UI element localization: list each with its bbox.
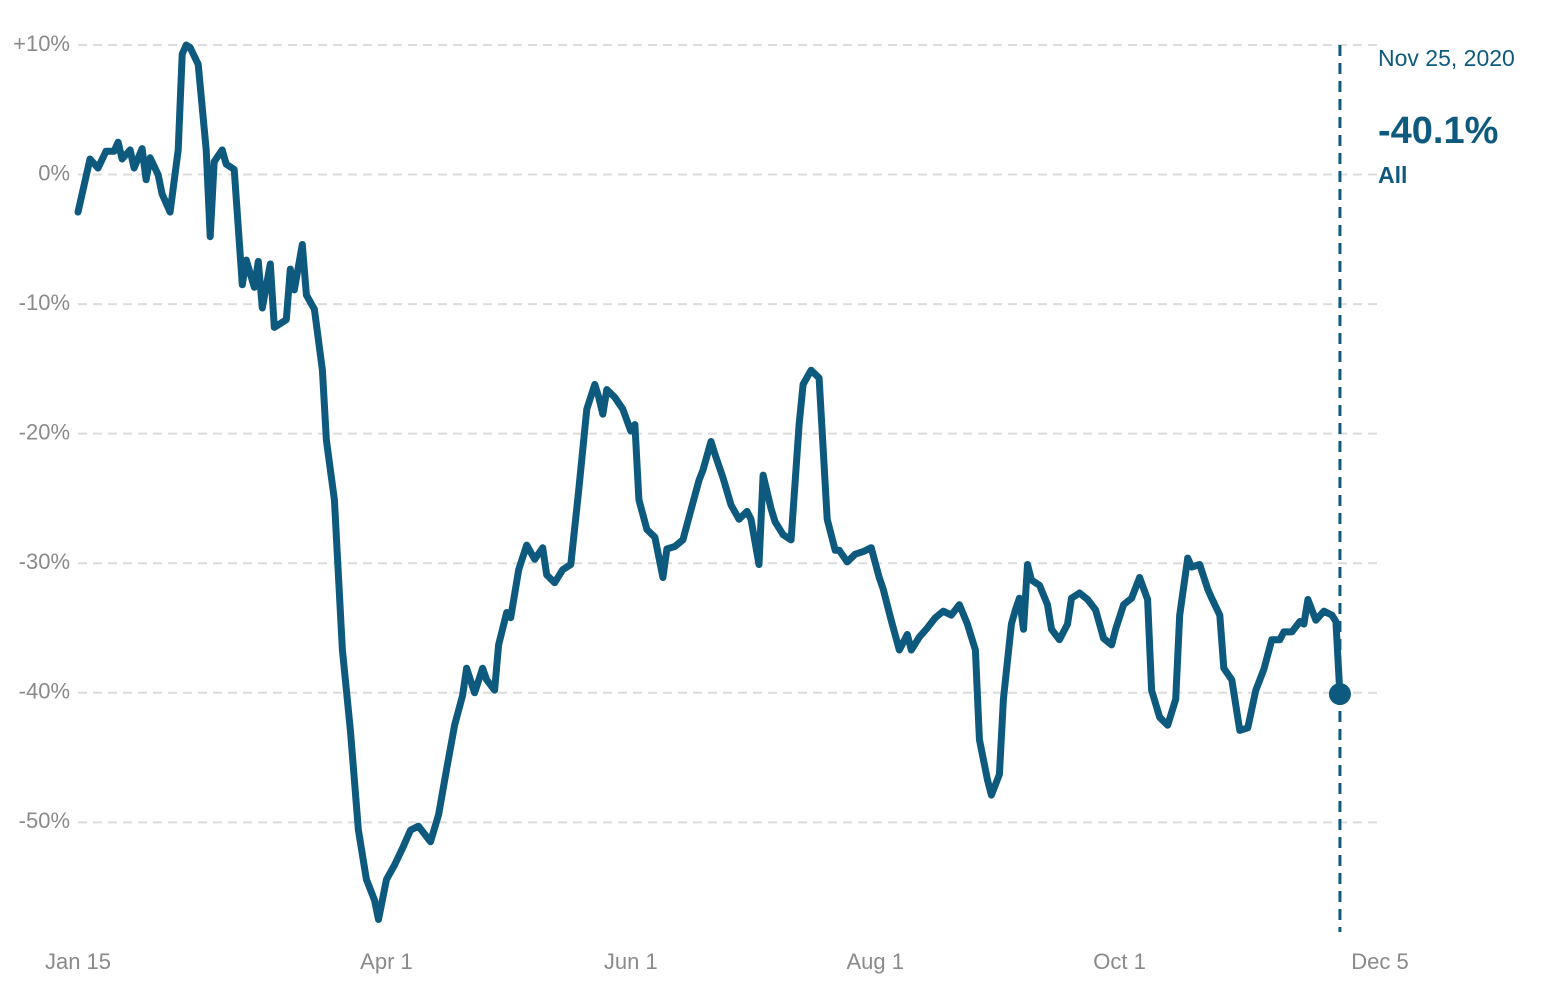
x-tick-label: Apr 1	[360, 949, 413, 974]
x-tick-label: Aug 1	[846, 949, 904, 974]
y-tick-label: 0%	[38, 160, 70, 185]
x-tick-label: Jun 1	[604, 949, 658, 974]
y-tick-label: -40%	[19, 679, 70, 704]
x-tick-label: Oct 1	[1093, 949, 1146, 974]
plot: +10% 0% -10% -20% -30% -40% -50% Jan 15 Apr 1 Jun…	[13, 31, 1409, 974]
annotation-dot	[1328, 683, 1351, 706]
x-tick-label: Jan 15	[45, 949, 111, 974]
annotation-date: Nov 25, 2020	[1378, 45, 1515, 71]
y-tick-label: -10%	[19, 290, 70, 315]
y-tick-label: -50%	[19, 808, 70, 833]
x-tick-label: Dec 5	[1351, 949, 1408, 974]
annotation-series: All	[1378, 162, 1407, 188]
y-tick-label: -20%	[19, 419, 70, 444]
y-tick-label: -30%	[19, 549, 70, 574]
annotation-value: -40.1%	[1378, 110, 1498, 152]
series-line	[74, 41, 1344, 923]
y-tick-label: +10%	[13, 31, 70, 56]
